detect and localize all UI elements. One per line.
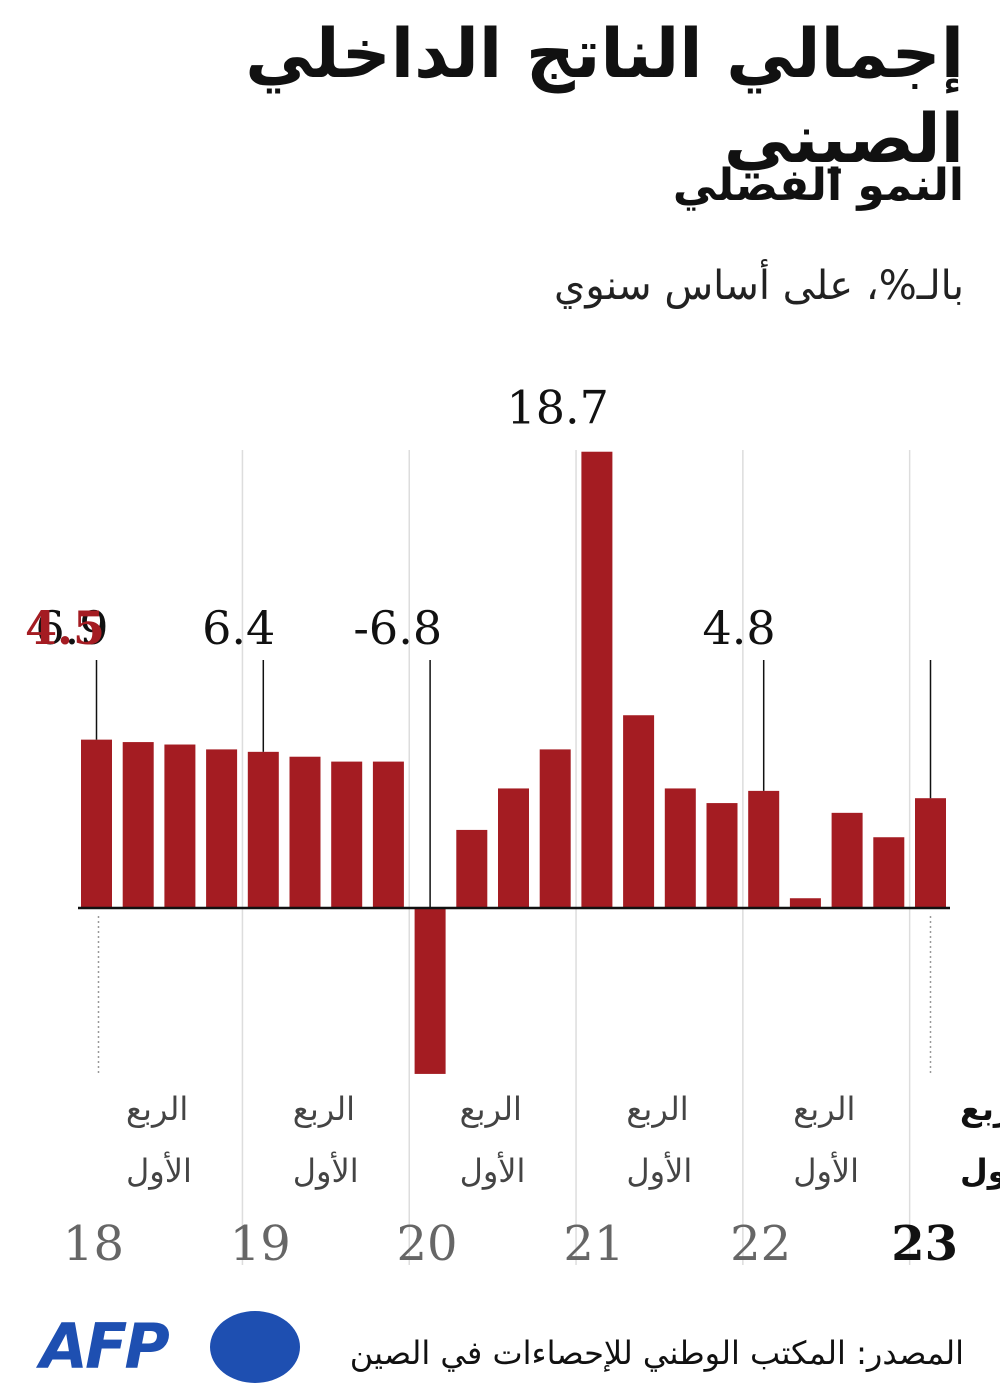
quarter-label-line2: الأول bbox=[960, 1151, 1000, 1190]
quarter-label-line2: الأول bbox=[126, 1151, 192, 1190]
value-label: 18.7 bbox=[506, 381, 608, 435]
quarter-year-labels: الربعالأول18الربعالأول19الربعالأول20الرب… bbox=[63, 1090, 1000, 1272]
bar bbox=[456, 829, 488, 908]
year-label: 19 bbox=[230, 1216, 291, 1272]
quarter-label-line1: الربع bbox=[460, 1090, 522, 1128]
bar bbox=[122, 742, 154, 908]
quarter-label-line1: الربع bbox=[960, 1090, 1000, 1128]
bar bbox=[81, 739, 112, 908]
quarter-label-line1: الربع bbox=[293, 1090, 355, 1128]
quarter-label-line1: الربع bbox=[626, 1090, 688, 1128]
value-label: 4.5 bbox=[25, 601, 105, 655]
bar bbox=[498, 788, 529, 908]
quarter-label-line1: الربع bbox=[793, 1090, 855, 1128]
value-label: -6.8 bbox=[353, 601, 442, 655]
source-note: المصدر: المكتب الوطني للإحصاءات في الصين bbox=[349, 1334, 964, 1372]
year-label: 18 bbox=[63, 1216, 124, 1272]
quarter-label-line2: الأول bbox=[293, 1151, 359, 1190]
bar bbox=[789, 898, 821, 908]
year-label: 22 bbox=[730, 1216, 791, 1272]
bar bbox=[831, 812, 863, 908]
bar bbox=[706, 803, 738, 908]
bar bbox=[748, 790, 780, 908]
unit-label: بالـ%، على أساس سنوي bbox=[554, 263, 964, 309]
afp-logo-dot bbox=[210, 1311, 300, 1383]
bar bbox=[372, 761, 404, 908]
year-label: 21 bbox=[563, 1216, 624, 1272]
afp-logo: AFP bbox=[40, 1307, 300, 1387]
value-label: 6.4 bbox=[202, 601, 275, 655]
bar bbox=[331, 761, 363, 908]
gdp-bar-chart: 6.9 6.4 -6.818.74.84.5 الربعالأول18الربعال… bbox=[25, 381, 1000, 1272]
afp-logo-text: AFP bbox=[40, 1310, 170, 1383]
bar bbox=[539, 749, 571, 908]
chart-title: إجمالي الناتج الداخلي الصيني bbox=[245, 15, 964, 179]
bar bbox=[915, 798, 946, 908]
bar bbox=[581, 451, 613, 908]
value-labels: 6.9 6.4 -6.8 18.7 4.8 4.5 bbox=[25, 381, 776, 655]
bar bbox=[289, 756, 321, 908]
year-label: 23 bbox=[891, 1216, 958, 1272]
value-label: 6.9 bbox=[35, 601, 108, 655]
bar bbox=[664, 788, 696, 908]
bar bbox=[414, 908, 446, 1074]
quarter-label-line1: الربع bbox=[126, 1090, 188, 1128]
leader-lines bbox=[95, 660, 932, 1075]
year-label: 20 bbox=[397, 1216, 458, 1272]
chart-subtitle: النمو الفصلي bbox=[672, 160, 964, 211]
bar bbox=[623, 715, 655, 908]
quarter-label-line2: الأول bbox=[626, 1151, 692, 1190]
value-label: 4.8 bbox=[703, 601, 776, 655]
quarter-label-line2: الأول bbox=[460, 1151, 526, 1190]
bar bbox=[247, 751, 279, 908]
quarter-label-line2: الأول bbox=[793, 1151, 859, 1190]
bar bbox=[206, 749, 238, 908]
year-dividers bbox=[241, 450, 911, 1265]
bar bbox=[873, 837, 905, 908]
bars-group bbox=[81, 451, 946, 1074]
footer: AFP المصدر: المكتب الوطني للإحصاءات في ا… bbox=[0, 1295, 1000, 1395]
bar bbox=[164, 744, 196, 908]
